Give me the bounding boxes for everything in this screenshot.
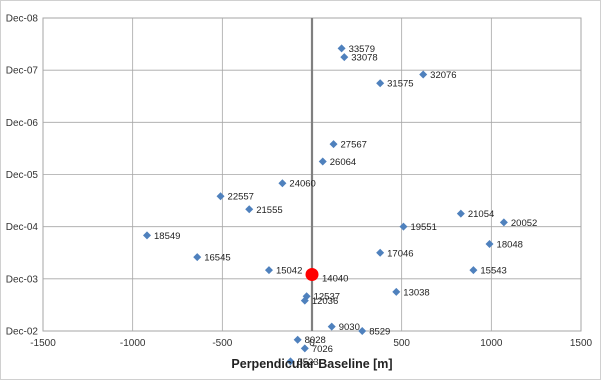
- x-tick-label: -500: [212, 338, 232, 349]
- y-tick-label: Dec-06: [6, 118, 39, 129]
- data-point-21054: [456, 209, 465, 218]
- x-tick-label: 0: [309, 338, 315, 349]
- y-tick-label: Dec-07: [6, 66, 39, 77]
- data-point-33579: [337, 44, 346, 53]
- data-point-7026: [300, 344, 309, 353]
- data-point-13038: [392, 287, 401, 296]
- y-axis-ticks: Dec-08 Dec-07 Dec-06 Dec-05 Dec-04 Dec-03 Dec-…: [6, 14, 39, 338]
- data-point-8529: [358, 327, 367, 335]
- data-point-18549: [143, 231, 152, 240]
- data-point-33078: [340, 53, 349, 62]
- point-label-19551: 19551: [410, 222, 436, 233]
- point-label-33078: 33078: [351, 53, 377, 64]
- data-points: [143, 44, 508, 366]
- x-tick-label: 500: [393, 338, 410, 349]
- point-label-24060: 24060: [289, 179, 315, 190]
- point-label-21054: 21054: [468, 209, 494, 220]
- data-point-24060: [278, 179, 287, 188]
- data-point-19551: [399, 222, 408, 231]
- point-label-14040: 14040: [322, 273, 348, 284]
- point-label-18048: 18048: [497, 240, 523, 251]
- data-point-17046: [376, 248, 385, 257]
- data-point-5523: [286, 357, 295, 366]
- point-label-32076: 32076: [430, 70, 456, 81]
- data-point-8028: [293, 335, 302, 344]
- x-axis-label: Perpendicular Baseline [m]: [231, 357, 392, 371]
- x-tick-label: 1500: [570, 338, 593, 349]
- point-label-7026: 7026: [312, 344, 333, 355]
- point-label-20052: 20052: [511, 218, 537, 229]
- reference-point: [305, 267, 319, 281]
- data-point-12036: [300, 296, 309, 305]
- data-point-31575: [376, 79, 385, 88]
- point-label-8529: 8529: [369, 327, 390, 338]
- y-tick-label: Dec-02: [6, 327, 39, 338]
- data-point-21555: [245, 205, 254, 214]
- data-point-9030: [327, 322, 336, 331]
- point-label-27567: 27567: [341, 140, 367, 151]
- data-point-32076: [419, 70, 428, 79]
- point-label-12036: 12036: [312, 296, 338, 307]
- point-label-31575: 31575: [387, 79, 413, 90]
- data-point-26064: [318, 157, 327, 166]
- data-point-20052: [499, 218, 508, 227]
- point-label-8028: 8028: [305, 335, 326, 346]
- point-label-9030: 9030: [339, 322, 360, 333]
- point-label-15042: 15042: [276, 266, 302, 277]
- y-tick-label: Dec-05: [6, 170, 39, 181]
- data-point-15042: [264, 266, 273, 275]
- data-point-27567: [329, 140, 338, 149]
- data-point-22557: [216, 192, 225, 201]
- x-tick-label: -1000: [120, 338, 146, 349]
- x-axis-ticks: -1500 -1000 -500 0 500 1000 1500: [30, 338, 592, 349]
- data-point-15543: [469, 266, 478, 275]
- point-label-18549: 18549: [154, 231, 180, 242]
- point-label-33579: 33579: [349, 44, 375, 55]
- y-tick-label: Dec-03: [6, 274, 39, 285]
- point-label-17046: 17046: [387, 248, 413, 259]
- x-tick-label: -1500: [30, 338, 56, 349]
- y-tick-label: Dec-04: [6, 222, 39, 233]
- data-point-18048: [485, 240, 494, 249]
- y-tick-label: Dec-08: [6, 14, 39, 25]
- point-label-21555: 21555: [256, 205, 282, 216]
- data-point-16545: [193, 253, 202, 262]
- point-label-15543: 15543: [480, 266, 506, 277]
- point-label-16545: 16545: [204, 253, 230, 264]
- point-label-13038: 13038: [403, 287, 429, 298]
- point-label-26064: 26064: [330, 157, 356, 168]
- point-label-5523: 5523: [297, 357, 318, 368]
- point-label-22557: 22557: [228, 192, 254, 203]
- point-label-12537: 12537: [314, 292, 340, 303]
- x-tick-label: 1000: [480, 338, 503, 349]
